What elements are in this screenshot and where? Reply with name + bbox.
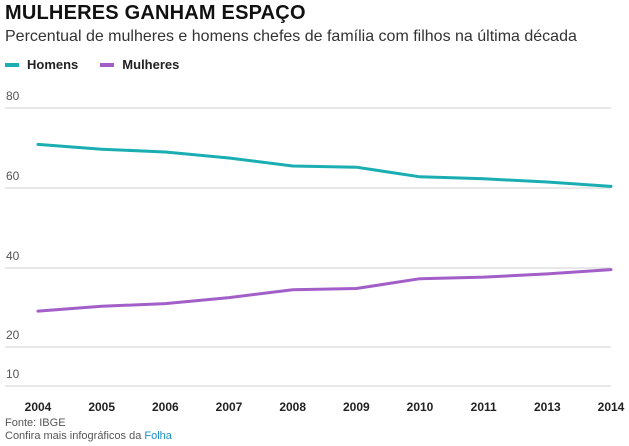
x-tick-label-2008: 2008 [279,400,306,414]
x-tick-label-2006: 2006 [152,400,179,414]
legend: Homens Mulheres [5,57,179,72]
y-tick-label-60: 60 [6,169,20,183]
x-tick-label-2005: 2005 [88,400,115,414]
x-tick-label-2013: 2013 [534,400,561,414]
x-tick-label-2007: 2007 [216,400,243,414]
legend-item-homens: Homens [5,57,78,72]
legend-label-homens: Homens [27,57,79,72]
x-tick-label-2009: 2009 [343,400,370,414]
footer-more-text: Confira mais infográficos da [5,430,142,442]
chart-title: MULHERES GANHAM ESPAÇO [5,2,306,24]
legend-swatch-mulheres [100,62,115,67]
folha-link[interactable]: Folha [144,430,172,442]
y-tick-label-80: 80 [6,89,20,103]
series-line-homens [36,142,613,188]
footer-more: Confira mais infográficos da Folha [5,430,172,442]
y-tick-label-20: 20 [6,328,20,342]
legend-swatch-homens [5,62,19,67]
legend-label-mulheres: Mulheres [122,57,180,72]
legend-item-mulheres: Mulheres [100,57,179,72]
y-tick-label-40: 40 [6,249,20,263]
chart-subtitle: Percentual de mulheres e homens chefes d… [5,28,577,45]
x-tick-label-2014: 2014 [598,400,625,414]
x-tick-label-2010: 2010 [407,400,434,414]
footer-source: Fonte: IBGE [5,417,66,429]
y-tick-label-10: 10 [6,367,20,381]
series-line-mulheres [36,268,613,313]
x-tick-label-2004: 2004 [25,400,52,414]
x-tick-label-2011: 2011 [471,400,497,414]
